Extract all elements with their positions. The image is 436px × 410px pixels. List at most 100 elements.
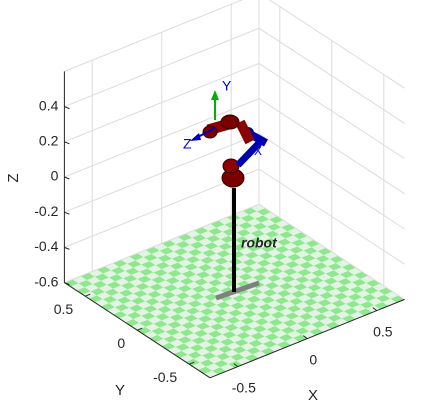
floor-tile — [279, 256, 294, 265]
floor-tile — [325, 321, 340, 329]
floor-tile — [205, 363, 221, 371]
grid — [64, 0, 405, 300]
floor-tile — [311, 295, 326, 303]
floor-tile — [317, 299, 332, 307]
floor-tile — [262, 263, 278, 271]
floor-tile — [98, 284, 113, 292]
floor-tile — [258, 277, 273, 286]
floor-tile — [250, 255, 265, 263]
floor-tile — [315, 280, 330, 288]
floor-tile — [145, 272, 160, 280]
floor-tile — [163, 309, 178, 318]
floor-tile — [161, 240, 176, 248]
floor-tile — [339, 296, 354, 304]
floor-tile — [242, 233, 257, 241]
floor-tile — [254, 292, 269, 300]
floor-tile — [277, 238, 292, 246]
z-axis-label: Z — [5, 173, 22, 182]
floor-tile — [171, 306, 186, 314]
floor-tile — [382, 298, 397, 306]
floor-tile — [305, 316, 320, 325]
floor-tile — [208, 304, 223, 312]
floor-tile — [171, 332, 186, 340]
floor-tile — [305, 265, 320, 273]
floor-tile — [248, 237, 263, 245]
floor-tile — [206, 260, 221, 268]
floor-tile — [167, 269, 182, 277]
floor-tile — [192, 259, 207, 268]
floor-tile — [133, 290, 148, 298]
floor-tile — [165, 328, 180, 336]
floor-tile — [238, 247, 253, 255]
floor-tile — [366, 305, 381, 313]
annotation: robot — [241, 235, 278, 251]
y-tick — [137, 327, 143, 331]
floor-tile — [234, 236, 249, 244]
floor-tile — [199, 333, 215, 341]
floor-tile — [198, 289, 213, 297]
floor-tile — [285, 337, 300, 346]
floor-tile — [238, 350, 253, 358]
floor-tile — [285, 260, 300, 269]
floor-tile — [356, 290, 371, 298]
floor-tile — [232, 346, 247, 354]
floor-tile — [291, 239, 306, 247]
floor-tile — [240, 266, 255, 274]
floor-tile — [153, 294, 168, 302]
floor-tile — [169, 339, 184, 347]
floor-tile — [141, 312, 156, 320]
floor-tile — [194, 252, 209, 260]
floor-tile — [212, 341, 227, 349]
floor-tile — [133, 315, 148, 323]
floor-tile — [218, 345, 233, 353]
floor-tile — [279, 308, 294, 316]
floor-tile — [232, 243, 247, 251]
floor-tile — [218, 268, 233, 276]
floor-tile — [246, 295, 261, 303]
floor-tile — [196, 296, 211, 305]
floor-tile — [317, 273, 332, 281]
floor-tile — [248, 211, 264, 219]
floor-tile — [175, 317, 190, 326]
y-tick-label: 0.5 — [54, 301, 74, 317]
floor-tile — [289, 323, 304, 331]
floor-tile — [236, 357, 251, 365]
floor-tile — [232, 217, 247, 226]
floor-tile — [175, 266, 190, 274]
y-tick-label: -0.5 — [153, 369, 177, 385]
frame-arrow — [190, 133, 201, 141]
floor-tile — [163, 335, 178, 343]
floor-tile — [127, 260, 142, 268]
floor-tile — [240, 317, 255, 325]
floor-tile — [236, 331, 251, 340]
floor-tile — [301, 305, 316, 313]
floor-tile — [337, 303, 352, 312]
floor-tile — [135, 257, 150, 265]
floor-tile — [169, 262, 184, 270]
floor-tile — [252, 350, 267, 359]
floor-tile — [214, 257, 229, 265]
floor-tile — [214, 283, 229, 291]
floor-tile — [143, 305, 158, 313]
floor-tile — [177, 259, 193, 267]
floor-tile — [362, 294, 377, 302]
floor-tile — [204, 267, 219, 276]
floor-tile — [368, 298, 383, 306]
floor-tile — [163, 284, 178, 292]
floor-tile — [212, 238, 227, 247]
floor-tile — [333, 292, 348, 300]
floor-tile — [171, 280, 186, 289]
floor-tile — [191, 336, 207, 345]
floor-tile — [254, 241, 270, 249]
floor-tile — [90, 287, 105, 296]
floor-tile — [271, 234, 286, 242]
x-tick — [372, 307, 378, 312]
floor-tile — [203, 344, 219, 353]
floor-tile — [181, 296, 196, 304]
floor-tile — [309, 276, 324, 284]
floor-tile — [191, 311, 207, 319]
floor-tile — [285, 286, 300, 294]
floor-tile — [319, 291, 334, 300]
floor-tile — [281, 275, 296, 283]
floor-tile — [351, 304, 367, 312]
